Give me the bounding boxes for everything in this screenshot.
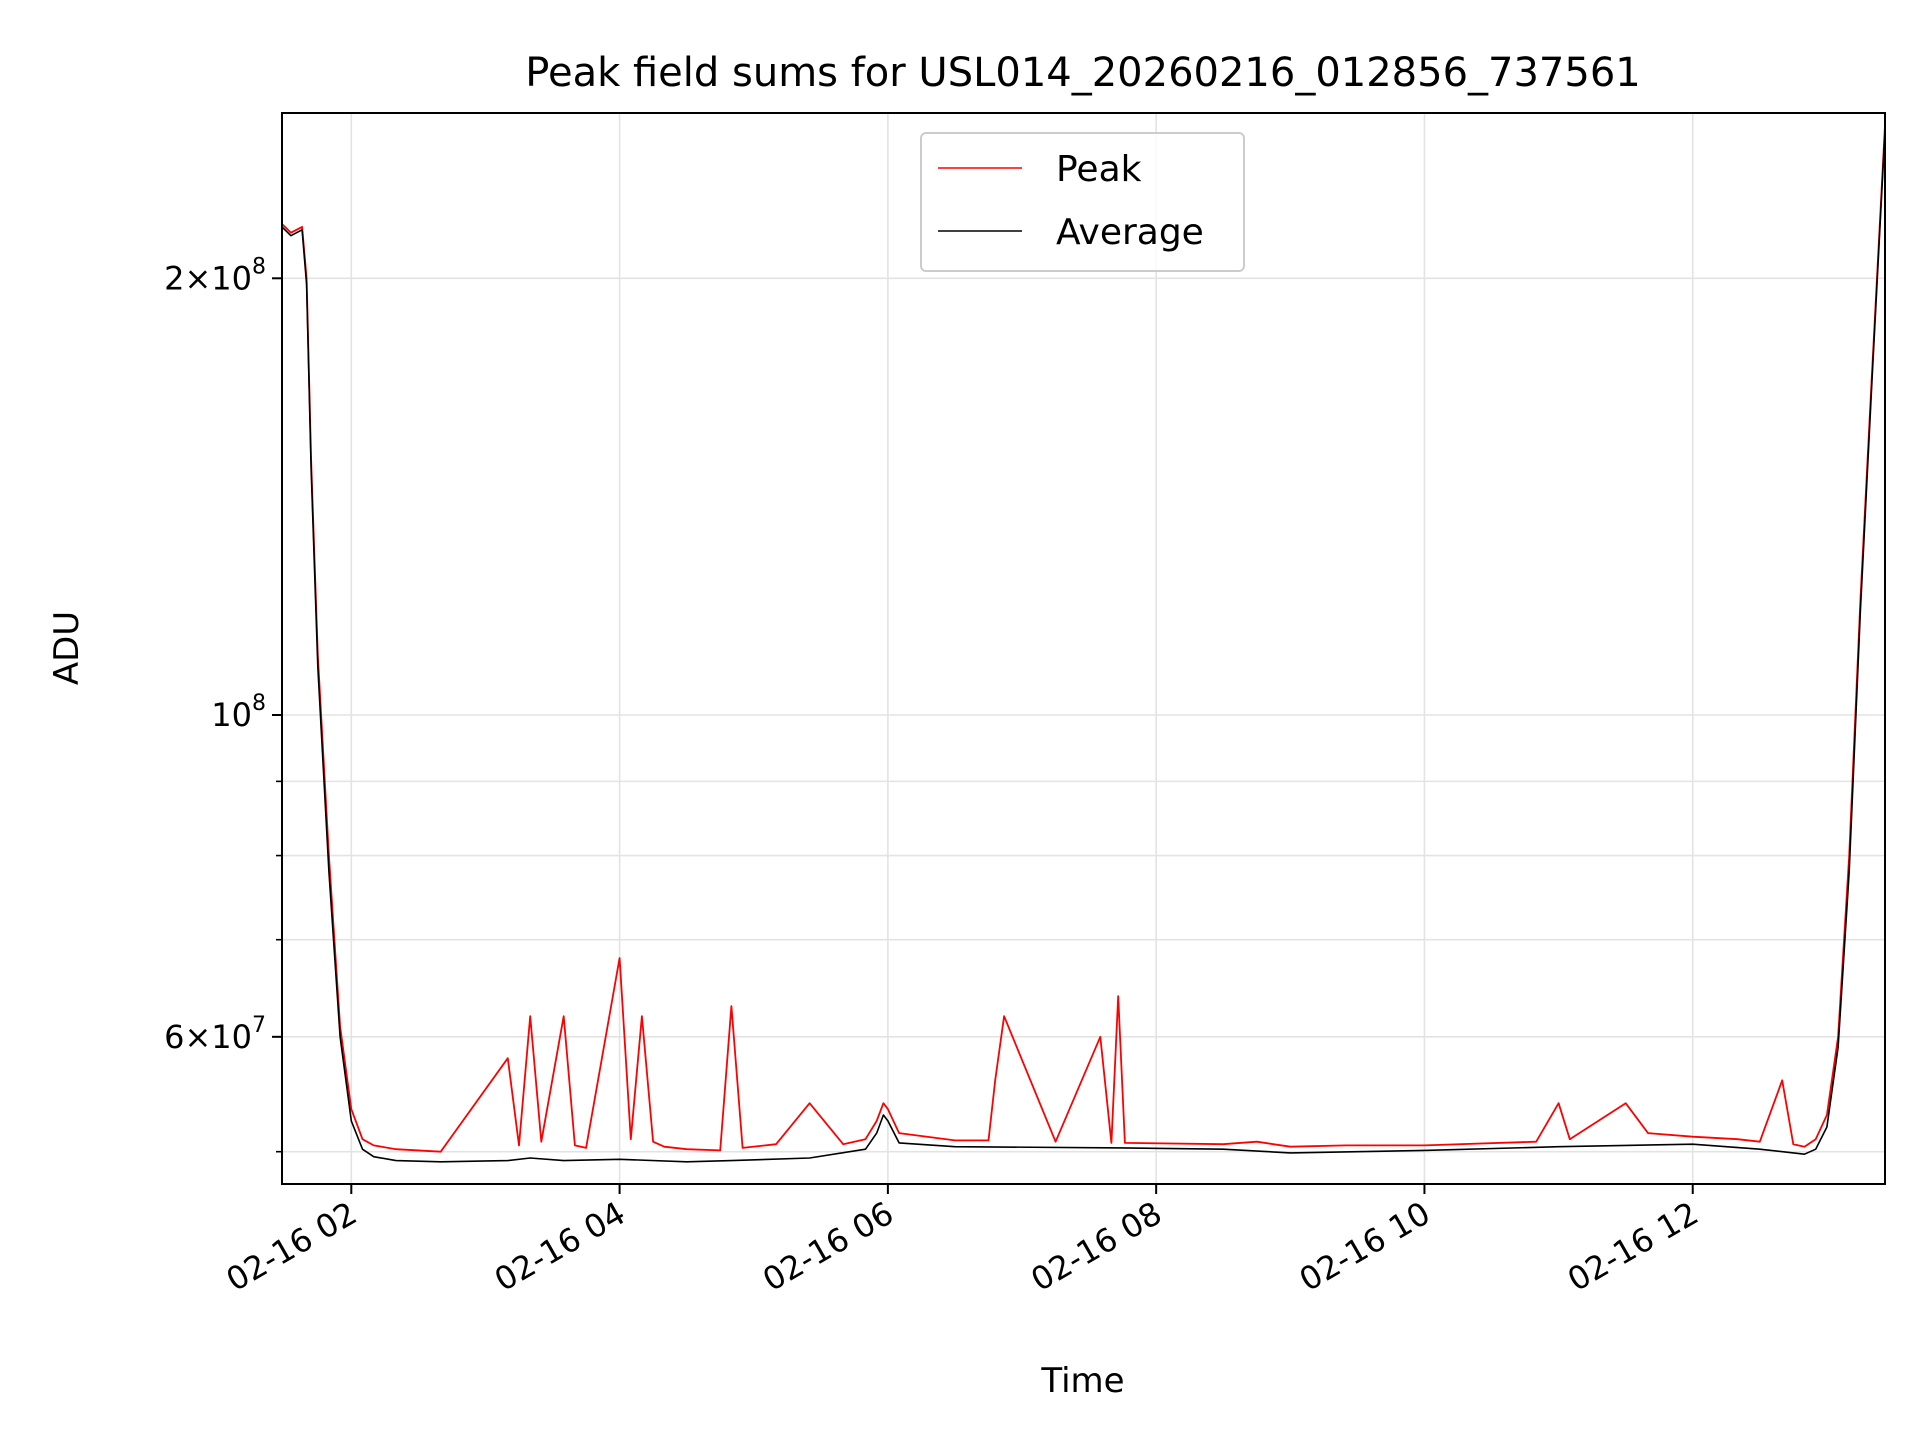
y-tick-exponent: 8 bbox=[252, 254, 266, 279]
y-axis-label: ADU bbox=[47, 611, 87, 685]
y-tick-exponent: 8 bbox=[252, 691, 266, 716]
series-line-peak bbox=[281, 125, 1886, 1153]
y-tick-base: 2×10 bbox=[164, 259, 252, 297]
grid-lines bbox=[282, 113, 1885, 1184]
y-tick-label: 108 bbox=[211, 691, 266, 734]
y-tick-exponent: 7 bbox=[252, 1013, 266, 1038]
legend-label-peak: Peak bbox=[1056, 149, 1142, 190]
series-line-average bbox=[281, 130, 1886, 1163]
x-axis-label: Time bbox=[1040, 1361, 1124, 1401]
y-tick-label: 6×107 bbox=[164, 1013, 266, 1056]
legend-label-average: Average bbox=[1056, 212, 1204, 253]
y-tick-base: 10 bbox=[211, 696, 252, 734]
y-tick-label: 2×108 bbox=[164, 254, 266, 297]
legend: Peak Average bbox=[920, 132, 1245, 272]
series-layer bbox=[281, 125, 1886, 1163]
plot-frame bbox=[281, 112, 1886, 1185]
y-tick-base: 6×10 bbox=[164, 1018, 252, 1056]
chart-title: Peak field sums for USL014_20260216_0128… bbox=[525, 50, 1640, 96]
